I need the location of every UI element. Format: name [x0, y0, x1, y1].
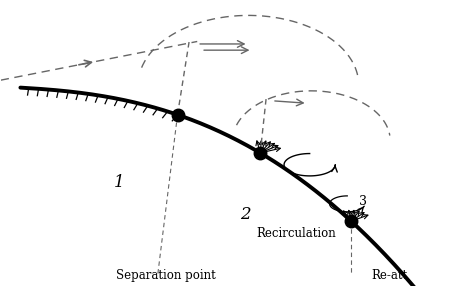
Text: 2: 2: [239, 206, 250, 223]
Text: 3: 3: [359, 195, 367, 208]
Text: 1: 1: [114, 174, 124, 191]
Text: Separation point: Separation point: [116, 269, 216, 282]
Text: Re-att: Re-att: [371, 269, 407, 282]
Text: Recirculation: Recirculation: [256, 227, 336, 240]
